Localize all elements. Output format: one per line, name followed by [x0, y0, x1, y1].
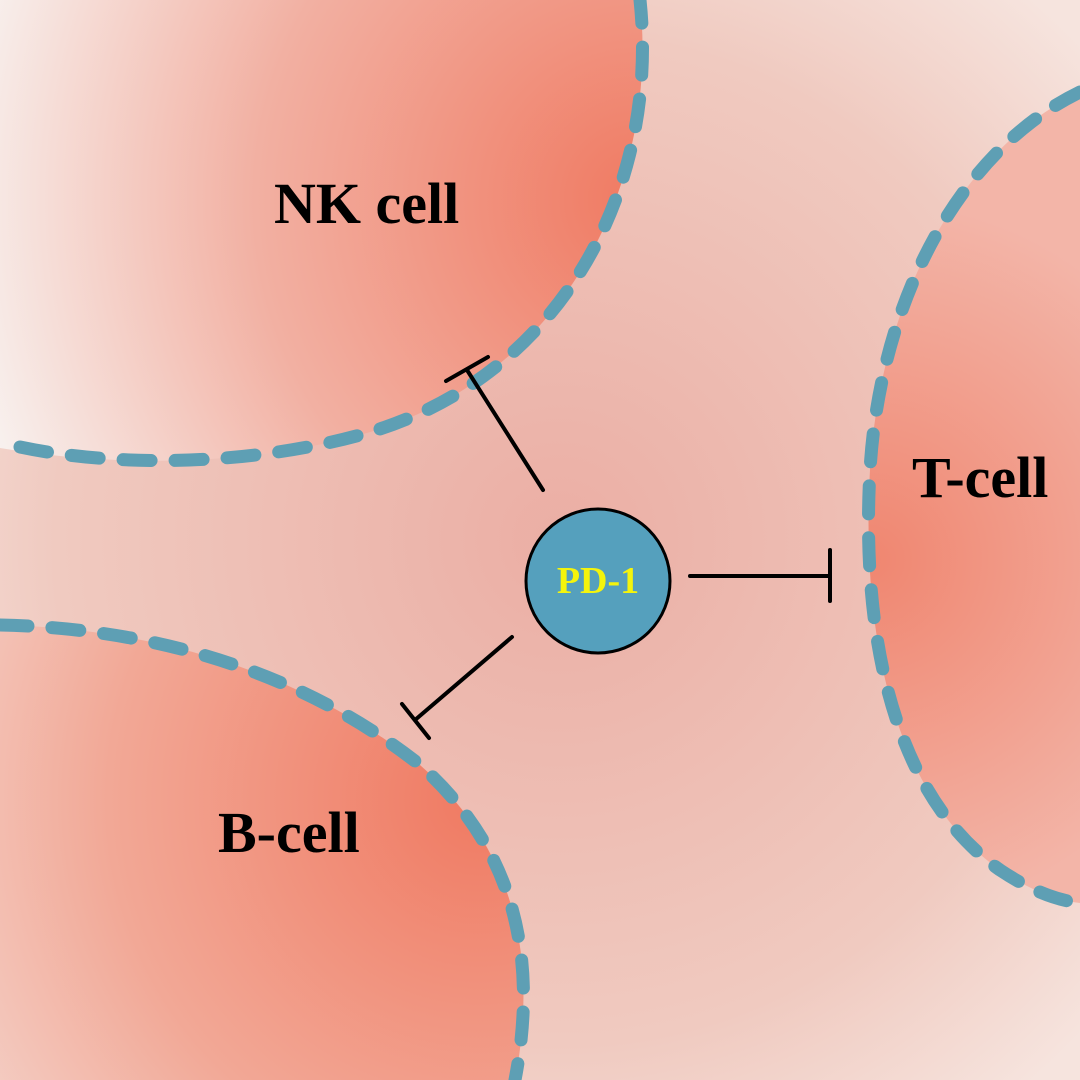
t-cell-body [868, 92, 1080, 903]
inhibition-arrow-nk [444, 355, 545, 492]
nk-cell-membrane [13, 0, 650, 468]
b-cell-label: B-cell [218, 800, 360, 865]
nk-cell-body [0, 0, 643, 461]
t-cell-membrane [862, 85, 1080, 910]
pd1-node [524, 507, 672, 655]
nk-cell-label: NK cell [274, 171, 460, 236]
b-cell-body [0, 625, 524, 1080]
pd1-label: PD-1 [556, 560, 640, 602]
inhibition-arrow-t [688, 548, 832, 603]
inhibition-arrow-b [400, 635, 514, 740]
b-cell-membrane [0, 618, 530, 1080]
t-cell-label: T-cell [912, 445, 1049, 510]
